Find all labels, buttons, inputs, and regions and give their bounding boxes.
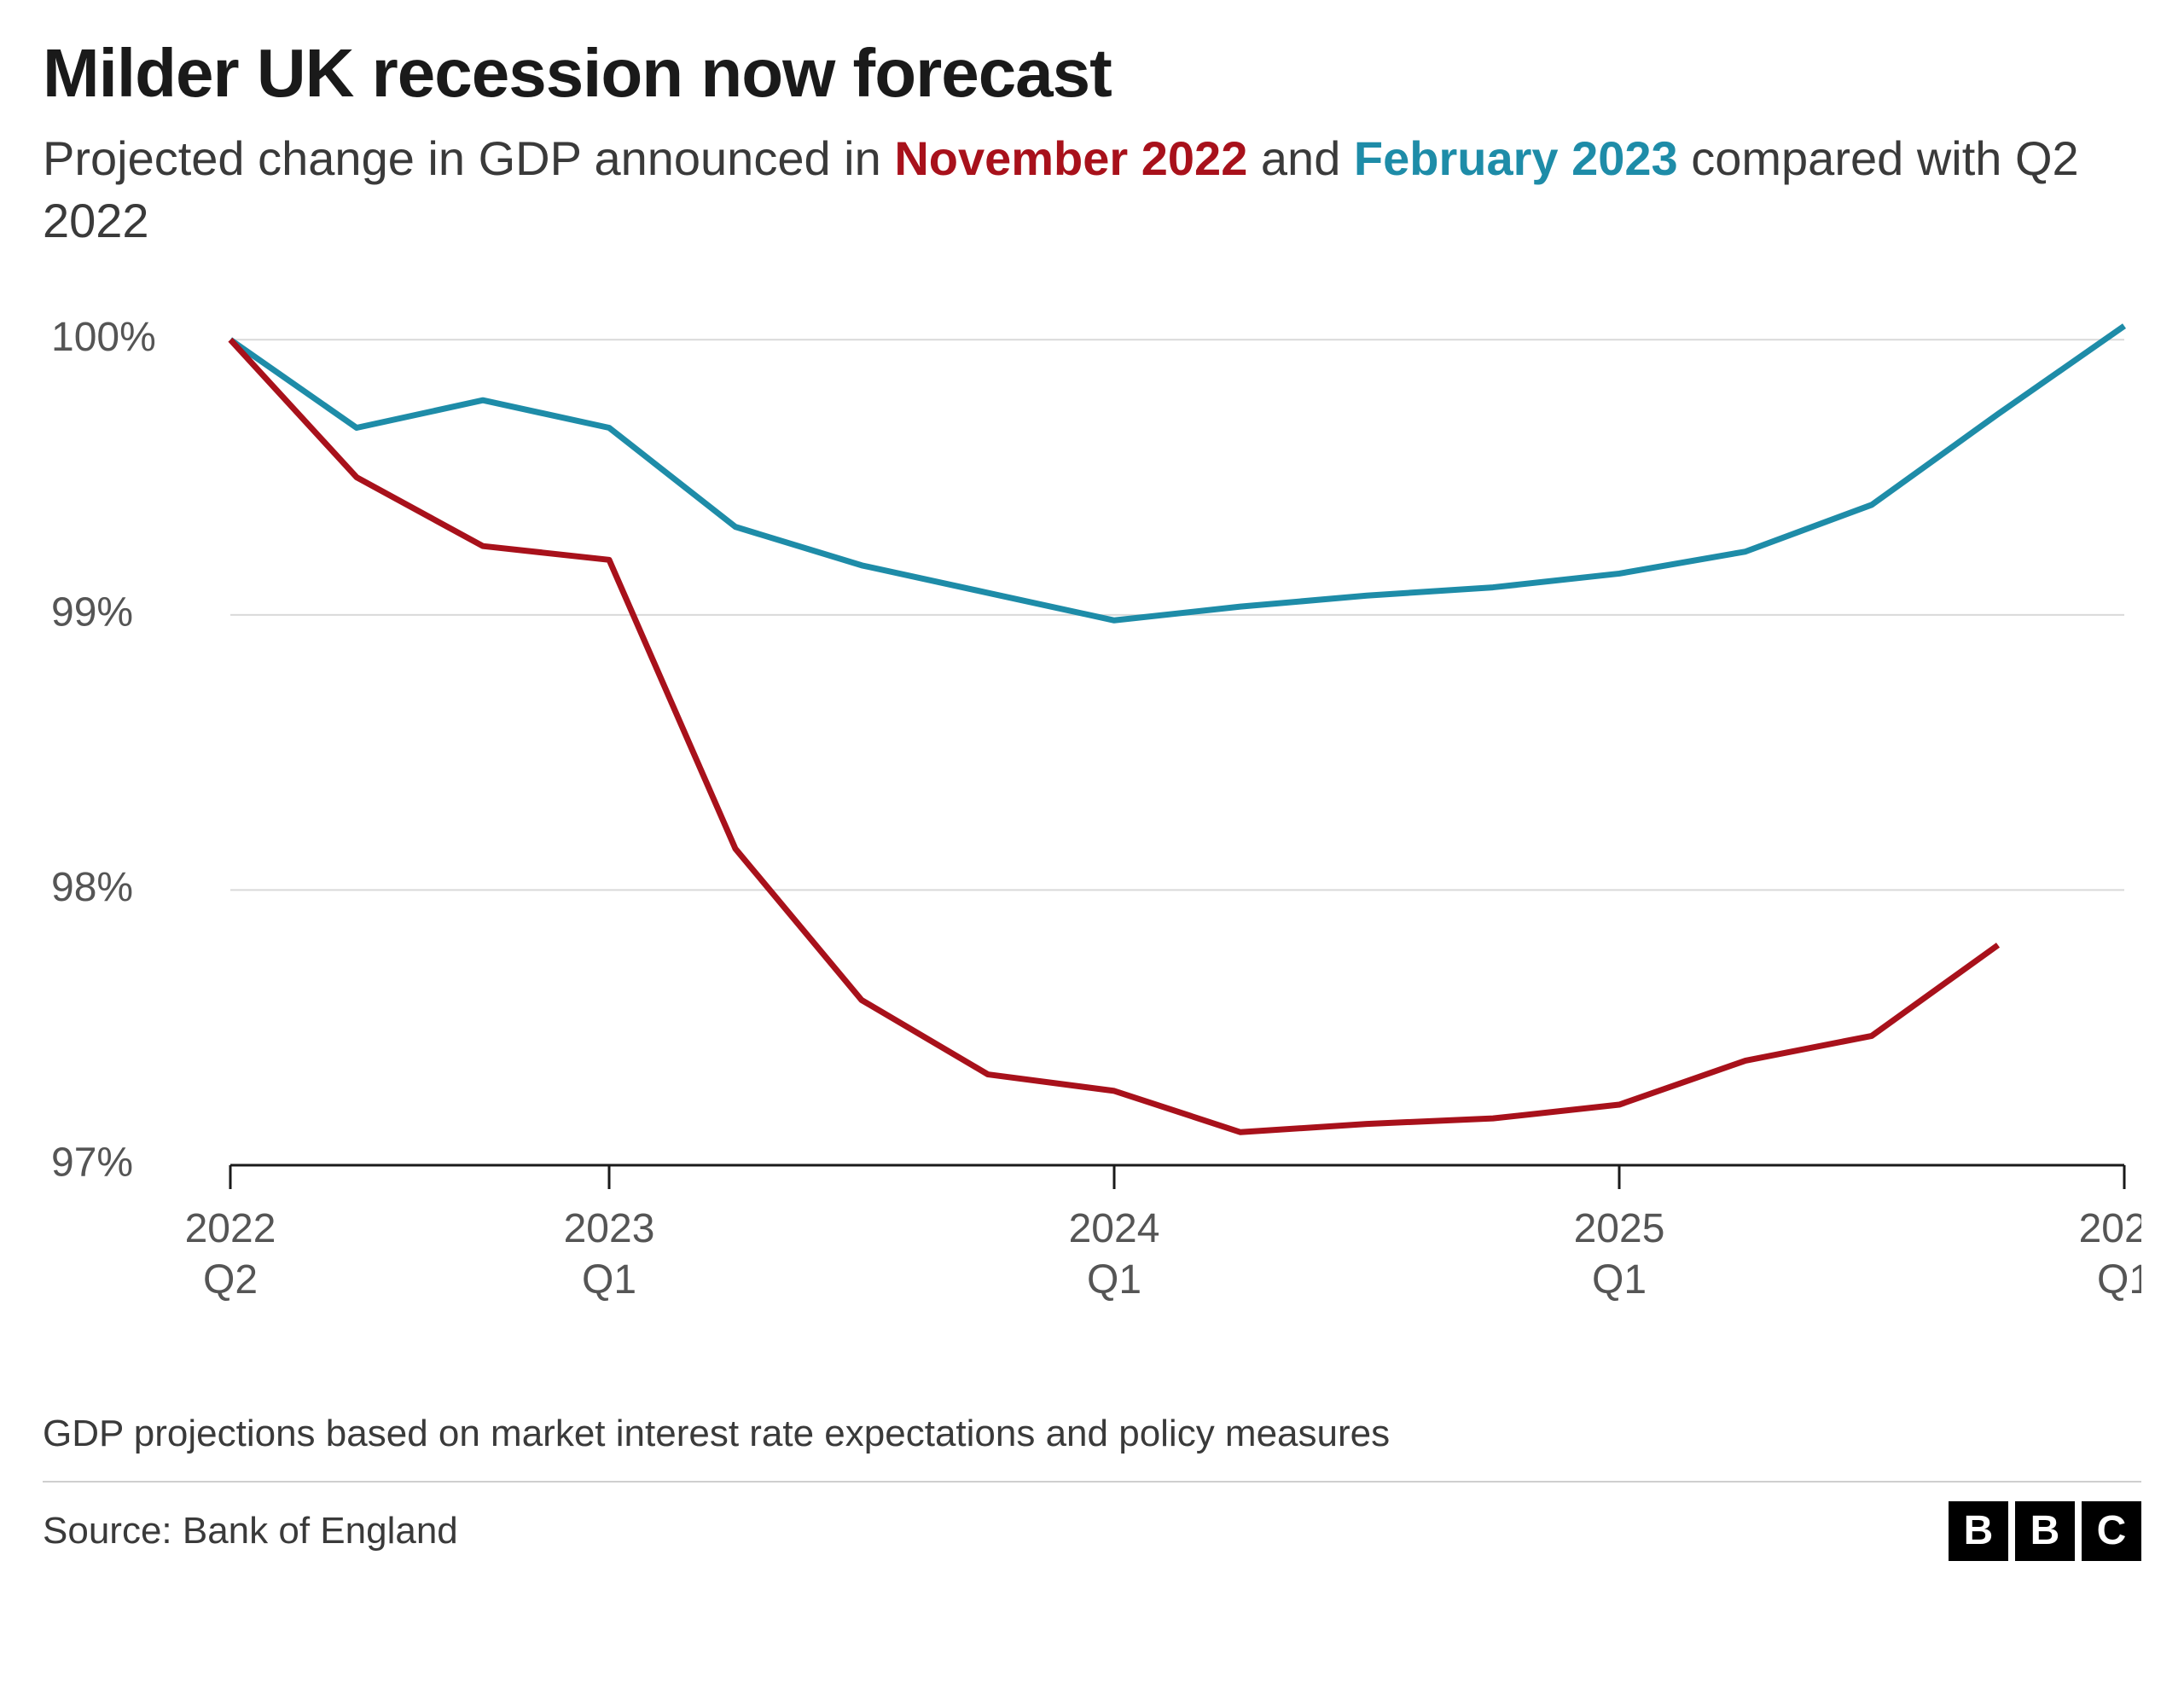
footer-row: Source: Bank of England B B C xyxy=(43,1501,2141,1561)
svg-text:Q1: Q1 xyxy=(1592,1257,1647,1303)
svg-text:Q1: Q1 xyxy=(582,1257,636,1303)
subtitle-feb: February 2023 xyxy=(1354,131,1678,185)
svg-text:Q1: Q1 xyxy=(1087,1257,1141,1303)
svg-text:97%: 97% xyxy=(51,1140,133,1185)
footer-divider xyxy=(43,1481,2141,1483)
svg-text:99%: 99% xyxy=(51,589,133,635)
series-November 2022 xyxy=(230,339,1998,1132)
subtitle-mid: and xyxy=(1247,131,1354,185)
bbc-logo: B B C xyxy=(1949,1501,2141,1561)
svg-text:2024: 2024 xyxy=(1069,1206,1160,1251)
bbc-logo-c: C xyxy=(2082,1501,2141,1561)
bbc-logo-b1: B xyxy=(1949,1501,2008,1561)
bbc-logo-b2: B xyxy=(2015,1501,2075,1561)
svg-text:2023: 2023 xyxy=(564,1206,655,1251)
chart-title: Milder UK recession now forecast xyxy=(43,34,2141,113)
svg-text:Q1: Q1 xyxy=(2097,1257,2141,1303)
source-text: Source: Bank of England xyxy=(43,1510,458,1552)
svg-text:98%: 98% xyxy=(51,865,133,910)
svg-text:Q2: Q2 xyxy=(203,1257,258,1303)
svg-text:2026: 2026 xyxy=(2079,1206,2141,1251)
svg-text:2025: 2025 xyxy=(1574,1206,1665,1251)
svg-text:100%: 100% xyxy=(51,315,156,360)
chart-subtitle: Projected change in GDP announced in Nov… xyxy=(43,128,2141,252)
subtitle-pre: Projected change in GDP announced in xyxy=(43,131,894,185)
svg-text:2022: 2022 xyxy=(185,1206,276,1251)
line-chart: 97% 98% 99% 100% 2022 Q2 2023 Q1 2024 Q1 2025 Q1 202… xyxy=(43,295,2141,1361)
series-February 2023 xyxy=(230,326,2124,620)
chart-footnote: GDP projections based on market interest… xyxy=(43,1413,2141,1455)
subtitle-nov: November 2022 xyxy=(894,131,1247,185)
